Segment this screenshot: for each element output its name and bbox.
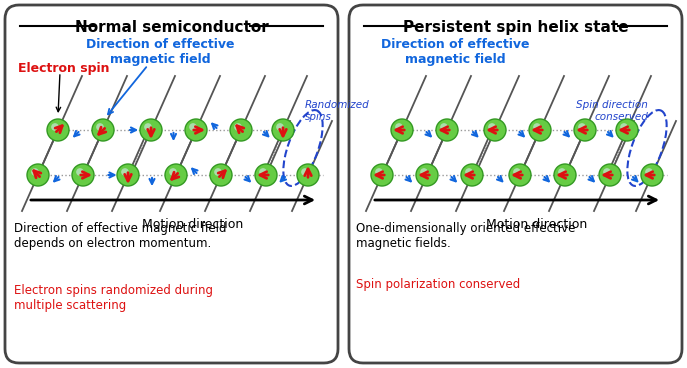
Circle shape — [371, 164, 393, 186]
Circle shape — [440, 123, 448, 131]
Circle shape — [465, 168, 473, 176]
Circle shape — [616, 119, 638, 141]
Circle shape — [509, 164, 531, 186]
Text: Spin polarization conserved: Spin polarization conserved — [356, 278, 520, 291]
Circle shape — [436, 119, 458, 141]
Circle shape — [513, 168, 521, 176]
Circle shape — [276, 123, 284, 131]
Text: Electron spin: Electron spin — [18, 62, 109, 75]
Circle shape — [301, 168, 309, 176]
Circle shape — [297, 164, 319, 186]
Text: Persistent spin helix state: Persistent spin helix state — [403, 20, 629, 35]
Circle shape — [210, 164, 232, 186]
Circle shape — [533, 123, 541, 131]
Circle shape — [603, 168, 611, 176]
Circle shape — [578, 123, 586, 131]
Circle shape — [645, 168, 653, 176]
Circle shape — [420, 168, 428, 176]
Circle shape — [234, 123, 242, 131]
Circle shape — [47, 119, 69, 141]
Circle shape — [574, 119, 596, 141]
Circle shape — [599, 164, 621, 186]
Text: Direction of effective magnetic field
depends on electron momentum.: Direction of effective magnetic field de… — [14, 222, 227, 250]
Circle shape — [488, 123, 496, 131]
Circle shape — [529, 119, 551, 141]
Text: Spin direction
conserved: Spin direction conserved — [576, 100, 648, 121]
Text: One-dimensionally oriented effective
magnetic fields.: One-dimensionally oriented effective mag… — [356, 222, 576, 250]
Circle shape — [140, 119, 162, 141]
Circle shape — [72, 164, 94, 186]
Circle shape — [51, 123, 59, 131]
Circle shape — [230, 119, 252, 141]
Circle shape — [259, 168, 267, 176]
Circle shape — [641, 164, 663, 186]
Circle shape — [96, 123, 104, 131]
Circle shape — [189, 123, 197, 131]
Circle shape — [144, 123, 152, 131]
Circle shape — [461, 164, 483, 186]
Circle shape — [558, 168, 566, 176]
Circle shape — [554, 164, 576, 186]
Circle shape — [255, 164, 277, 186]
Circle shape — [375, 168, 383, 176]
Text: Randomized
spins: Randomized spins — [305, 100, 370, 121]
Circle shape — [391, 119, 413, 141]
Circle shape — [214, 168, 222, 176]
Circle shape — [272, 119, 294, 141]
Circle shape — [117, 164, 139, 186]
Circle shape — [395, 123, 403, 131]
Circle shape — [169, 168, 177, 176]
Circle shape — [31, 168, 39, 176]
Text: Direction of effective
magnetic field: Direction of effective magnetic field — [381, 38, 530, 66]
Text: Motion direction: Motion direction — [486, 218, 587, 231]
Text: Direction of effective
magnetic field: Direction of effective magnetic field — [86, 38, 234, 66]
FancyBboxPatch shape — [5, 5, 338, 363]
Circle shape — [27, 164, 49, 186]
Text: Motion direction: Motion direction — [142, 218, 244, 231]
Circle shape — [484, 119, 506, 141]
Circle shape — [165, 164, 187, 186]
Text: Normal semiconductor: Normal semiconductor — [75, 20, 269, 35]
FancyBboxPatch shape — [349, 5, 682, 363]
Text: Electron spins randomized during
multiple scattering: Electron spins randomized during multipl… — [14, 284, 213, 312]
Circle shape — [416, 164, 438, 186]
Circle shape — [121, 168, 129, 176]
Circle shape — [620, 123, 628, 131]
Circle shape — [185, 119, 207, 141]
Circle shape — [92, 119, 114, 141]
Circle shape — [76, 168, 84, 176]
